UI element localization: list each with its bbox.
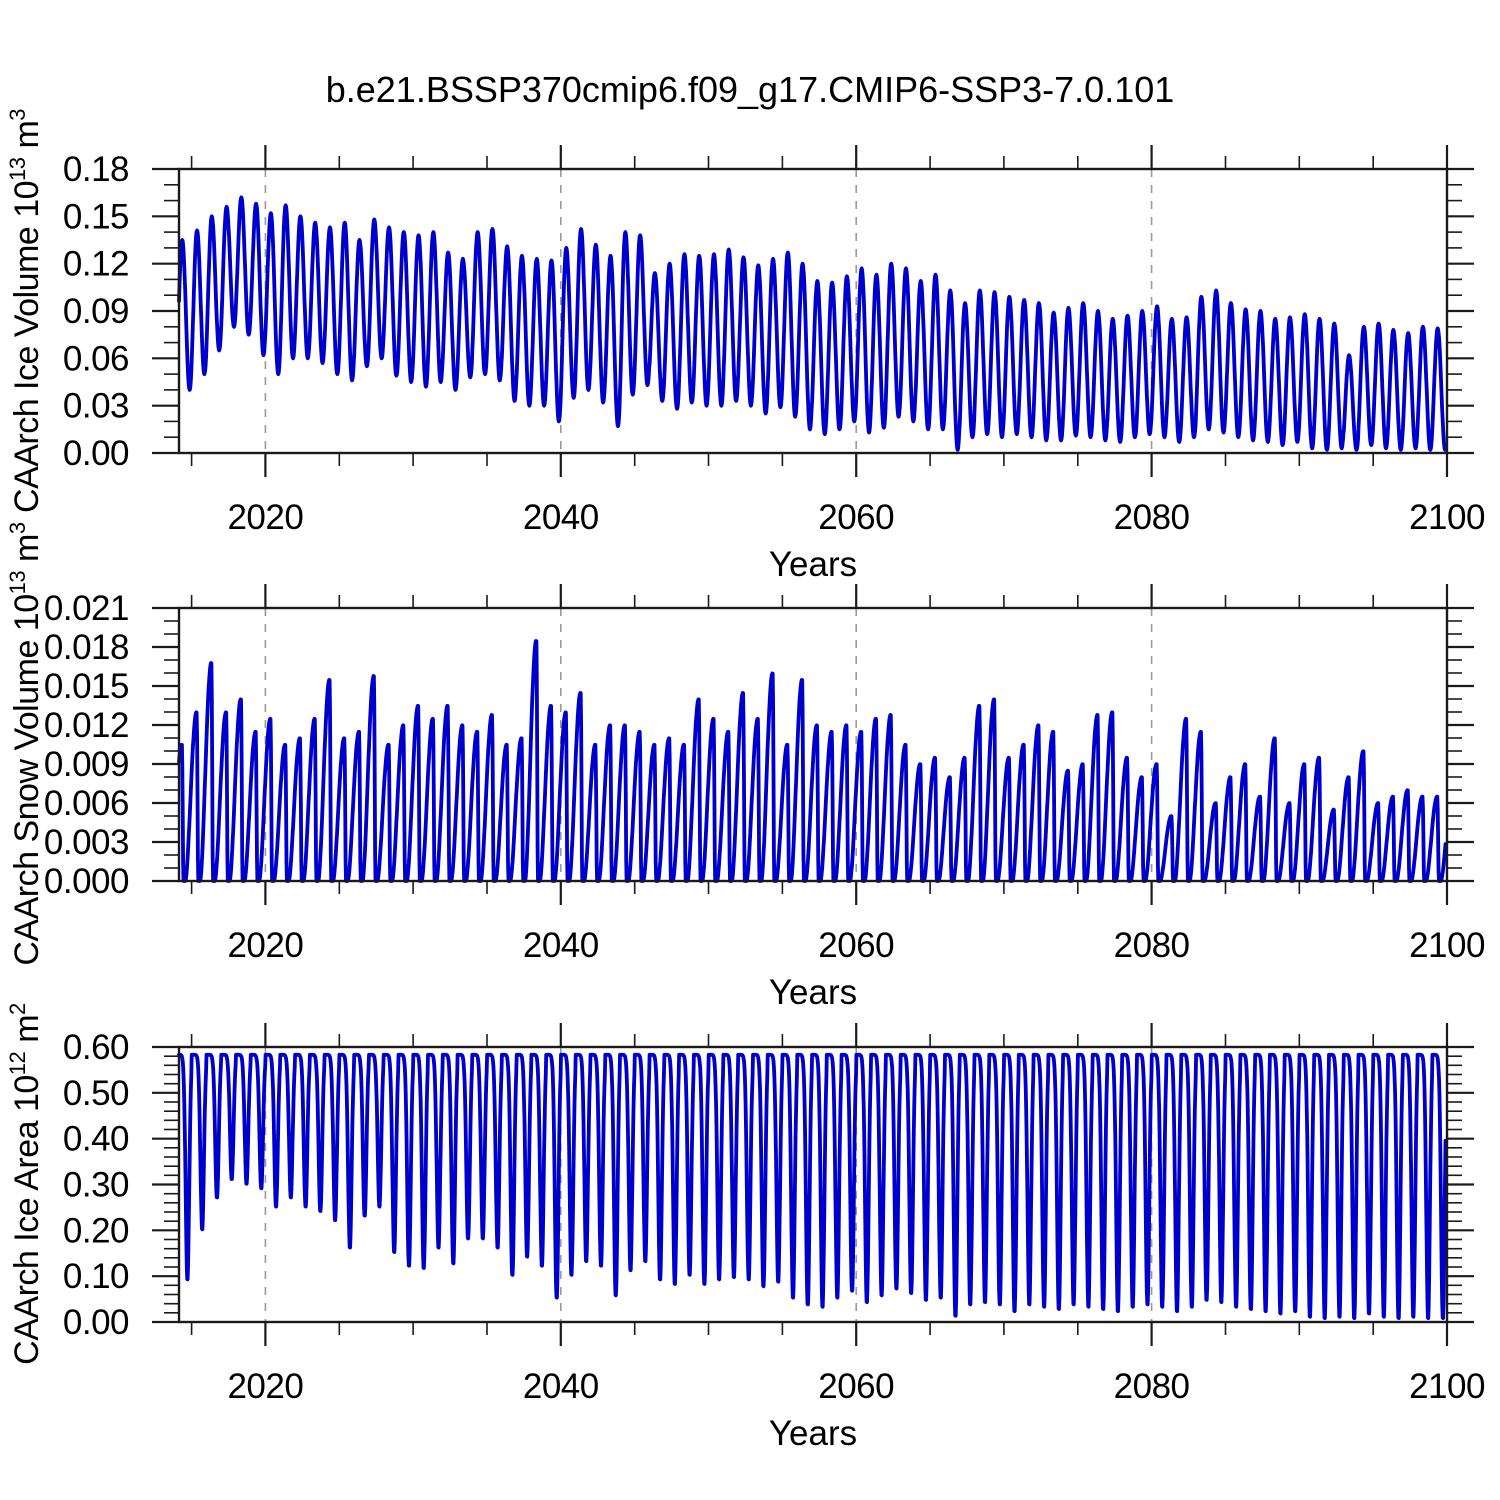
x-tick-label: 2100 — [1409, 1367, 1485, 1406]
x-tick-label: 2080 — [1114, 498, 1190, 537]
panel-snow-volume: 2020 2040 2060 2080 2100 0.0000.0030.0060.009… — [5, 522, 1485, 1012]
y-tick-label: 0.09 — [63, 292, 129, 331]
y-tick-label: 0.50 — [63, 1074, 129, 1113]
y-tick-label: 0.06 — [63, 339, 129, 378]
x-tick-label: 2060 — [818, 926, 894, 965]
y-tick-label: 0.30 — [63, 1166, 129, 1205]
y-tick-label: 0.20 — [63, 1211, 129, 1250]
y-tick-label: 0.003 — [44, 823, 129, 862]
y-tick-label: 0.60 — [63, 1028, 129, 1067]
x-tick-label: 2020 — [227, 926, 303, 965]
x-tick-label: 2060 — [818, 498, 894, 537]
x-tick-label: 2100 — [1409, 498, 1485, 537]
x-tick-label: 2020 — [227, 498, 303, 537]
y-tick-label: 0.015 — [44, 667, 129, 706]
x-tick-label: 2040 — [523, 498, 599, 537]
y-tick-label: 0.03 — [63, 387, 129, 426]
y-tick-label: 0.018 — [44, 628, 129, 667]
y-tick-label: 0.15 — [63, 197, 129, 236]
x-axis-title: Years — [769, 973, 857, 1012]
y-tick-label: 0.18 — [63, 150, 129, 189]
series-line — [177, 639, 1448, 883]
x-tick-label: 2080 — [1114, 926, 1190, 965]
x-tick-label: 2080 — [1114, 1367, 1190, 1406]
panel-ice-area: 2020 2040 2060 2080 2100 0.00 0.10 0.20 0.30 0.40… — [5, 1003, 1485, 1453]
y-tick-label: 0.00 — [63, 434, 129, 473]
y-tick-label: 0.006 — [44, 784, 129, 823]
y-axis-title: CAArch Snow Volume 1013 m3 — [5, 522, 46, 966]
y-axis-title: CAArch Ice Area 1012 m2 — [5, 1003, 46, 1365]
y-tick-label: 0.10 — [63, 1257, 129, 1296]
y-tick-label: 0.00 — [63, 1303, 129, 1342]
x-axis-title: Years — [769, 545, 857, 584]
y-tick-label: 0.021 — [44, 589, 129, 628]
y-axis-title: CAArch Ice Volume 1013 m3 — [5, 109, 46, 513]
y-tick-label: 0.12 — [63, 245, 129, 284]
y-tick-label: 0.012 — [44, 706, 129, 745]
x-tick-label: 2040 — [523, 1367, 599, 1406]
x-tick-label: 2040 — [523, 926, 599, 965]
series-line — [177, 1052, 1448, 1320]
x-tick-label: 2060 — [818, 1367, 894, 1406]
figure-title: b.e21.BSSP370cmip6.f09_g17.CMIP6-SSP3-7.… — [326, 69, 1175, 110]
x-tick-label: 2100 — [1409, 926, 1485, 965]
x-axis-title: Years — [769, 1414, 857, 1453]
y-tick-label: 0.000 — [44, 862, 129, 901]
panel-ice-volume: 2020 2040 2060 2080 2100 0.00 0.03 0.06 0.09 0.12… — [5, 109, 1485, 584]
plot-frame — [177, 606, 1449, 883]
y-tick-label: 0.40 — [63, 1120, 129, 1159]
y-tick-label: 0.009 — [44, 745, 129, 784]
series-line — [177, 195, 1448, 452]
x-tick-label: 2020 — [227, 1367, 303, 1406]
